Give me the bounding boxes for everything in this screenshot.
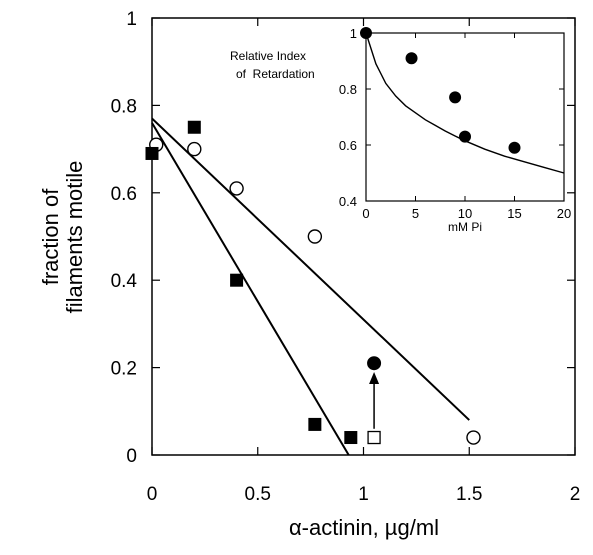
main-ytick-label: 0.6 [111,184,137,205]
main-data-point [307,229,323,244]
main-annotation-arrow-head [369,371,380,384]
main-data-point [344,431,358,445]
main-ytick-label: 0.2 [111,359,137,380]
main-xtick-label: 2 [570,484,581,505]
main-data-point [187,120,201,134]
inset-xlabel: mM Pi [448,220,482,234]
main-ytick-label: 0.8 [111,96,137,117]
inset-xtick-label: 15 [507,206,521,221]
main-data-point [230,273,244,287]
inset-data-point [449,91,462,104]
main-data-point [367,430,381,445]
main-ytick-label: 1 [126,9,137,30]
inset-data-point [405,52,418,65]
inset-model-curve [365,32,565,174]
main-xtick-label: 1 [358,484,369,505]
main-ytick-label: 0 [126,446,137,467]
main-xlabel: α-actinin, µg/ml [289,515,439,540]
main-xtick-label: 1.5 [456,484,482,505]
inset-data-point [459,130,471,143]
main-ytick-label: 0.4 [111,271,138,292]
main-xtick-label: 0.5 [245,484,271,505]
main-fit-line [151,122,350,456]
main-plot-area: 0 0.5 1 1.5 200.20.40.60.81 [111,9,581,505]
inset-background [366,33,564,201]
main-data-point [308,417,322,431]
main-data-point [229,181,244,196]
inset-xtick-label: 0 [362,206,369,221]
inset-ytick-label: 0.4 [339,194,357,209]
main-xtick-label: 0 [147,484,158,505]
main-ylabel-line-1: fraction of [38,188,63,285]
main-data-point [466,430,481,445]
inset-title-line-2: of Retardation [236,67,315,81]
inset-ytick-label: 0.8 [339,82,357,97]
inset-ytick-label: 0.6 [339,138,357,153]
inset-data-point [508,141,521,154]
main-data-point [367,356,382,371]
inset-ytick-label: 1 [350,26,357,41]
inset-xtick-label: 5 [412,206,419,221]
inset-title-line-1: Relative Index [230,49,306,63]
main-ylabel-line-2: filaments motile [62,161,87,314]
inset-data-point [360,27,372,39]
main-data-point [145,146,159,160]
inset-xtick-label: 20 [557,206,571,221]
inset-plot-area: 0 5 10 15 20 0.4 0.6 0.8 1 [339,26,571,221]
main-fit-line [151,117,470,421]
main-data-point [187,141,202,157]
inset-xtick-label: 10 [458,206,472,221]
